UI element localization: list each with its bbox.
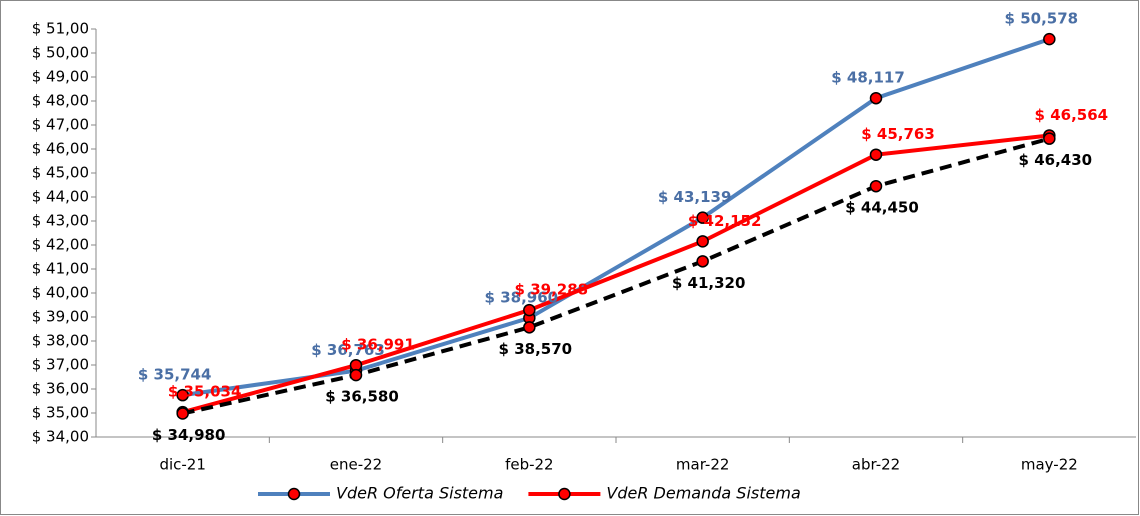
value-label: $ 45,763 — [861, 125, 935, 143]
marker — [696, 255, 709, 268]
value-label: $ 48,117 — [831, 69, 905, 87]
y-tick-label: $ 48,00 — [32, 92, 89, 110]
y-tick-label: $ 42,00 — [32, 236, 89, 254]
x-tick-label: ene-22 — [330, 456, 382, 474]
legend-marker — [558, 487, 571, 501]
y-tick-label: $ 43,00 — [32, 212, 89, 230]
y-tick-label: $ 45,00 — [32, 164, 89, 182]
y-tick-label: $ 39,00 — [32, 308, 89, 326]
y-tick-label: $ 37,00 — [32, 356, 89, 374]
marker — [696, 235, 709, 248]
series-line — [182, 133, 1050, 415]
value-label: $ 38,570 — [499, 340, 573, 358]
marker — [349, 368, 363, 382]
value-label: $ 39,288 — [515, 281, 589, 299]
value-label: $ 42,152 — [688, 212, 762, 230]
marker — [869, 148, 883, 161]
series-line — [182, 136, 1050, 416]
x-tick-label: may-22 — [1021, 456, 1078, 474]
y-tick-label: $ 46,00 — [32, 140, 89, 158]
value-label: $ 34,980 — [152, 426, 226, 444]
x-tick-label: dic-21 — [159, 456, 205, 474]
y-tick-label: $ 36,00 — [32, 380, 89, 398]
y-tick-label: $ 35,00 — [32, 404, 89, 422]
x-tick-label: mar-22 — [676, 456, 730, 474]
value-label: $ 38,960 — [485, 288, 559, 306]
value-label: $ 43,139 — [658, 188, 732, 206]
marker — [523, 303, 536, 317]
marker — [1043, 32, 1056, 46]
value-label: $ 36,991 — [341, 336, 415, 354]
value-label: $ 46,430 — [1019, 151, 1093, 169]
x-tick-label: feb-22 — [505, 456, 554, 474]
legend-label: VdeR Demanda Sistema — [606, 484, 800, 503]
marker — [176, 407, 189, 420]
y-tick-label: $ 41,00 — [32, 260, 89, 278]
y-tick-label: $ 40,00 — [32, 284, 89, 302]
x-tick-label: abr-22 — [852, 456, 900, 474]
marker — [523, 321, 536, 334]
value-label: $ 46,564 — [1035, 106, 1109, 124]
y-tick-label: $ 44,00 — [32, 188, 89, 206]
value-label: $ 36,580 — [325, 388, 399, 406]
y-tick-label: $ 38,00 — [32, 332, 89, 350]
value-label: $ 35,034 — [168, 383, 242, 401]
y-tick-label: $ 49,00 — [32, 68, 89, 86]
marker — [696, 211, 709, 224]
y-tick-label: $ 34,00 — [32, 428, 89, 446]
legend-label: VdeR Oferta Sistema — [336, 484, 503, 503]
legend-marker — [287, 487, 301, 501]
marker — [869, 91, 883, 105]
marker — [176, 388, 189, 402]
marker — [1043, 132, 1056, 145]
marker — [869, 179, 883, 193]
y-tick-label: $ 50,00 — [32, 44, 89, 62]
value-label: $ 35,744 — [138, 366, 212, 384]
value-label: $ 36,763 — [311, 341, 385, 359]
value-label: $ 41,320 — [672, 274, 746, 292]
value-label: $ 50,578 — [1005, 10, 1079, 28]
value-label: $ 44,450 — [845, 199, 919, 217]
y-tick-label: $ 47,00 — [32, 116, 89, 134]
y-tick-label: $ 51,00 — [32, 20, 89, 38]
